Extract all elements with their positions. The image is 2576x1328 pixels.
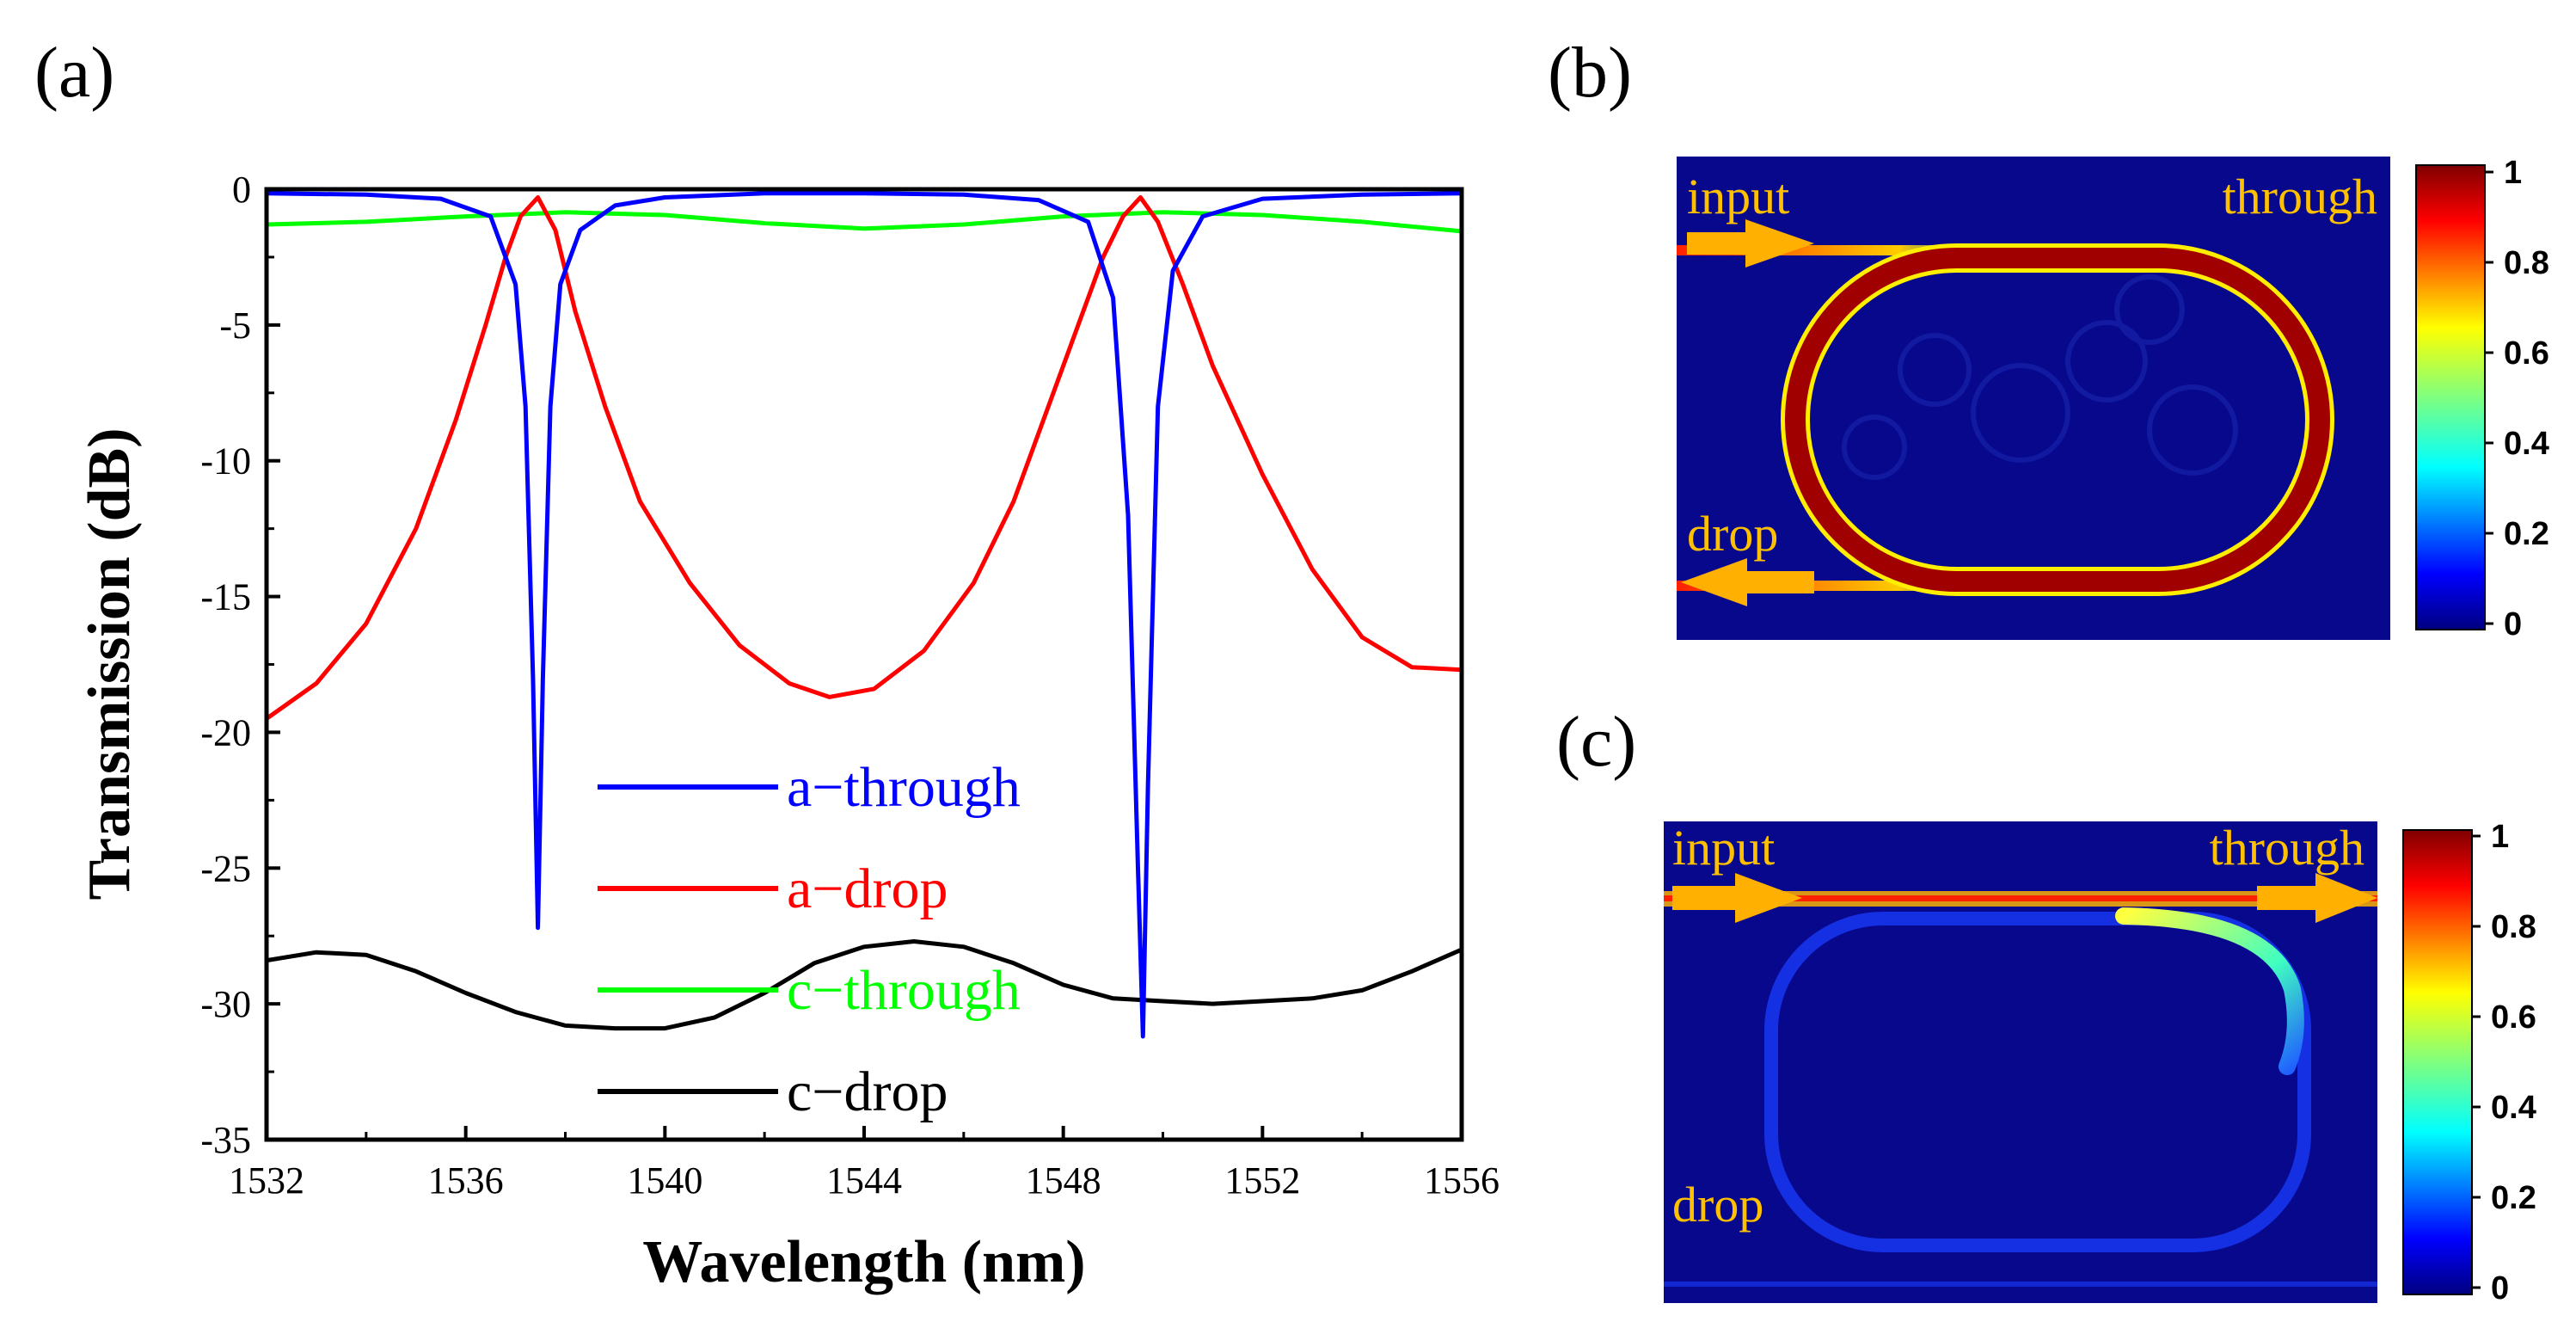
map-c-bus-core: [1664, 895, 2377, 901]
map-c-input-label: input: [1672, 820, 1775, 876]
legend-label: a−drop: [787, 858, 948, 920]
y-tick-label: 0: [232, 169, 251, 211]
series-line-a-drop: [267, 195, 1462, 721]
map-c-through-arrow: [2257, 873, 2377, 923]
x-tick-label: 1544: [826, 1159, 902, 1202]
colorbar-tick-label: 0.6: [2504, 335, 2549, 372]
y-tick-label: -35: [200, 1119, 251, 1161]
legend-label: a−through: [787, 756, 1021, 819]
y-tick-label: -15: [200, 576, 251, 618]
chart-series-layer: [267, 191, 1462, 1039]
map-c-colorbar: [2402, 829, 2473, 1295]
x-tick-label: 1532: [229, 1159, 304, 1202]
legend-label: c−through: [787, 959, 1021, 1022]
y-tick-label: -20: [200, 711, 251, 753]
colorbar-tick-label: 0: [2491, 1270, 2509, 1306]
y-tick-label: -5: [219, 304, 251, 347]
series-line-a-through: [267, 191, 1462, 1039]
x-tick-label: 1556: [1424, 1159, 1500, 1202]
field-map-c: input through drop 1 0.8 0.6 0.4 0.2 0: [1664, 819, 2536, 1306]
map-b-drop-arrow: [1681, 558, 1814, 606]
x-tick-label: 1548: [1026, 1159, 1101, 1202]
map-b-ring: [1785, 248, 2330, 592]
field-map-b: input through drop 1 0.8 0.6 0.4 0.2 0: [1677, 155, 2549, 642]
colorbar-tick-label: 1: [2491, 819, 2509, 855]
colorbar-tick-label: 0.8: [2504, 245, 2549, 281]
map-b-drop-label: drop: [1687, 506, 1778, 562]
colorbar-tick-label: 1: [2504, 155, 2522, 191]
colorbar-tick-label: 0.2: [2491, 1180, 2536, 1216]
colorbar-tick-label: 0.8: [2491, 909, 2536, 945]
x-tick-label: 1536: [428, 1159, 504, 1202]
map-b-input-arrow: [1687, 219, 1814, 267]
colorbar-tick-label: 0.2: [2504, 516, 2549, 552]
series-line-c-drop: [267, 939, 1462, 1031]
map-b-input-label: input: [1687, 169, 1789, 224]
y-axis-title: Transmission (dB): [77, 427, 143, 900]
map-c-through-label: through: [2210, 820, 2364, 876]
panel-c-label: (c): [1556, 702, 1636, 782]
x-tick-label: 1552: [1224, 1159, 1300, 1202]
chart-ticks: 1532 1536 1540 1544 1548 1552 1556 0 -5 -10 -15 -20…: [200, 169, 1500, 1202]
colorbar-tick-label: 0.4: [2504, 426, 2549, 462]
series-line-c-through: [267, 210, 1462, 234]
x-tick-label: 1540: [627, 1159, 702, 1202]
map-c-ring: [1764, 912, 2311, 1252]
map-b-through-label: through: [2223, 169, 2377, 224]
y-tick-label: -25: [200, 847, 251, 889]
panel-a-label: (a): [34, 33, 114, 113]
panel-b-label: (b): [1548, 33, 1632, 113]
y-tick-label: -10: [200, 440, 251, 483]
legend-label: c−drop: [787, 1061, 948, 1123]
map-b-ripples: [1842, 274, 2238, 480]
map-b-colorbar: [2415, 164, 2486, 630]
map-c-input-arrow: [1672, 873, 1802, 923]
map-c-coupling-tail: [2115, 907, 2304, 1075]
colorbar-tick-label: 0: [2504, 606, 2522, 642]
transmission-chart: 1532 1536 1540 1544 1548 1552 1556 0 -5 -10 -15 -20…: [77, 169, 1500, 1295]
map-b-colorbar-ticks: 1 0.8 0.6 0.4 0.2 0: [2485, 155, 2549, 642]
map-c-drop-label: drop: [1672, 1177, 1763, 1233]
chart-legend: a−through a−drop c−through c−drop: [598, 756, 1021, 1123]
x-axis-title: Wavelength (nm): [642, 1229, 1085, 1295]
colorbar-tick-label: 0.6: [2491, 999, 2536, 1036]
colorbar-tick-label: 0.4: [2491, 1090, 2536, 1126]
map-c-drop-guide: [1664, 1282, 2377, 1287]
y-tick-label: -30: [200, 983, 251, 1025]
plot-frame: [264, 187, 1464, 1142]
map-c-colorbar-ticks: 1 0.8 0.6 0.4 0.2 0: [2472, 819, 2536, 1306]
